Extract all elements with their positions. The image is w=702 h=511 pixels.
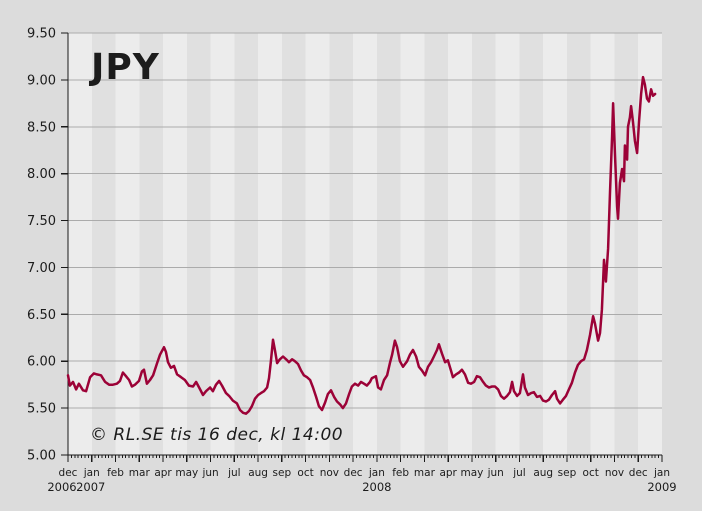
month-stripe bbox=[210, 33, 235, 455]
year-label: 2007 bbox=[76, 480, 105, 494]
month-stripe bbox=[139, 33, 164, 455]
month-label: oct bbox=[583, 467, 599, 479]
chart-title: JPY bbox=[88, 47, 160, 88]
month-label: may bbox=[460, 467, 483, 479]
month-stripe bbox=[471, 33, 496, 455]
year-label: 2008 bbox=[362, 480, 391, 494]
y-tick-label: 8.50 bbox=[27, 120, 56, 135]
y-tick-label: 5.50 bbox=[27, 402, 56, 417]
month-label: jan bbox=[653, 467, 670, 479]
month-stripe bbox=[91, 33, 116, 455]
month-label: dec bbox=[629, 467, 648, 479]
month-label: jul bbox=[512, 467, 526, 479]
month-stripe bbox=[424, 33, 449, 455]
month-label: nov bbox=[320, 467, 339, 479]
month-stripe bbox=[614, 33, 639, 455]
y-tick-label: 7.50 bbox=[27, 214, 56, 229]
month-label: nov bbox=[605, 467, 624, 479]
month-stripe bbox=[400, 33, 425, 455]
month-stripe bbox=[186, 33, 211, 455]
month-label: feb bbox=[107, 467, 124, 479]
month-stripe bbox=[448, 33, 472, 455]
month-label: aug bbox=[533, 467, 553, 479]
month-stripe bbox=[115, 33, 140, 455]
month-stripe bbox=[305, 33, 330, 455]
month-stripe bbox=[234, 33, 259, 455]
month-label: oct bbox=[297, 467, 313, 479]
y-tick-label: 8.00 bbox=[27, 167, 56, 182]
month-label: mar bbox=[129, 467, 151, 479]
month-label: mar bbox=[414, 467, 436, 479]
month-stripe bbox=[68, 33, 92, 455]
month-label: may bbox=[175, 467, 198, 479]
x-axis: dec jan feb mar apr may jun jul aug sep oct nov dec j… bbox=[47, 454, 677, 494]
month-stripe bbox=[353, 33, 377, 455]
jpy-series-line bbox=[66, 75, 657, 415]
month-stripe bbox=[281, 33, 306, 455]
month-stripe bbox=[519, 33, 544, 455]
month-label: dec bbox=[344, 467, 363, 479]
month-label: feb bbox=[392, 467, 409, 479]
year-label: 2009 bbox=[647, 480, 676, 494]
month-stripe bbox=[329, 33, 354, 455]
month-stripe bbox=[495, 33, 520, 455]
month-label: sep bbox=[273, 467, 292, 479]
month-stripe bbox=[543, 33, 567, 455]
month-label: apr bbox=[439, 467, 457, 479]
y-tick-label: 9.00 bbox=[27, 73, 56, 88]
month-stripe bbox=[566, 33, 591, 455]
month-stripes bbox=[68, 33, 662, 455]
month-stripe bbox=[638, 33, 662, 455]
y-tick-label: 6.00 bbox=[27, 355, 56, 370]
month-stripe bbox=[376, 33, 401, 455]
y-tick-label: 7.00 bbox=[27, 261, 56, 276]
y-tick-label: 6.50 bbox=[27, 308, 56, 323]
month-label: jun bbox=[201, 467, 218, 479]
month-label: aug bbox=[248, 467, 268, 479]
month-label: dec bbox=[59, 467, 78, 479]
month-label: apr bbox=[154, 467, 172, 479]
y-tick-label: 9.50 bbox=[27, 27, 56, 42]
month-label: jan bbox=[83, 467, 100, 479]
month-stripe bbox=[163, 33, 187, 455]
y-axis: 5.00 5.50 6.00 6.50 7.00 7.50 8.00 8.50 9.00 9.50 bbox=[27, 27, 69, 464]
y-tick-label: 5.00 bbox=[27, 449, 56, 464]
year-label: 2006 bbox=[47, 480, 76, 494]
month-label: jan bbox=[368, 467, 385, 479]
month-stripe bbox=[590, 33, 615, 455]
month-label: sep bbox=[558, 467, 577, 479]
month-label: jun bbox=[487, 467, 504, 479]
copyright-watermark: © RL.SE tis 16 dec, kl 14:00 bbox=[90, 425, 343, 445]
month-label: jul bbox=[227, 467, 241, 479]
